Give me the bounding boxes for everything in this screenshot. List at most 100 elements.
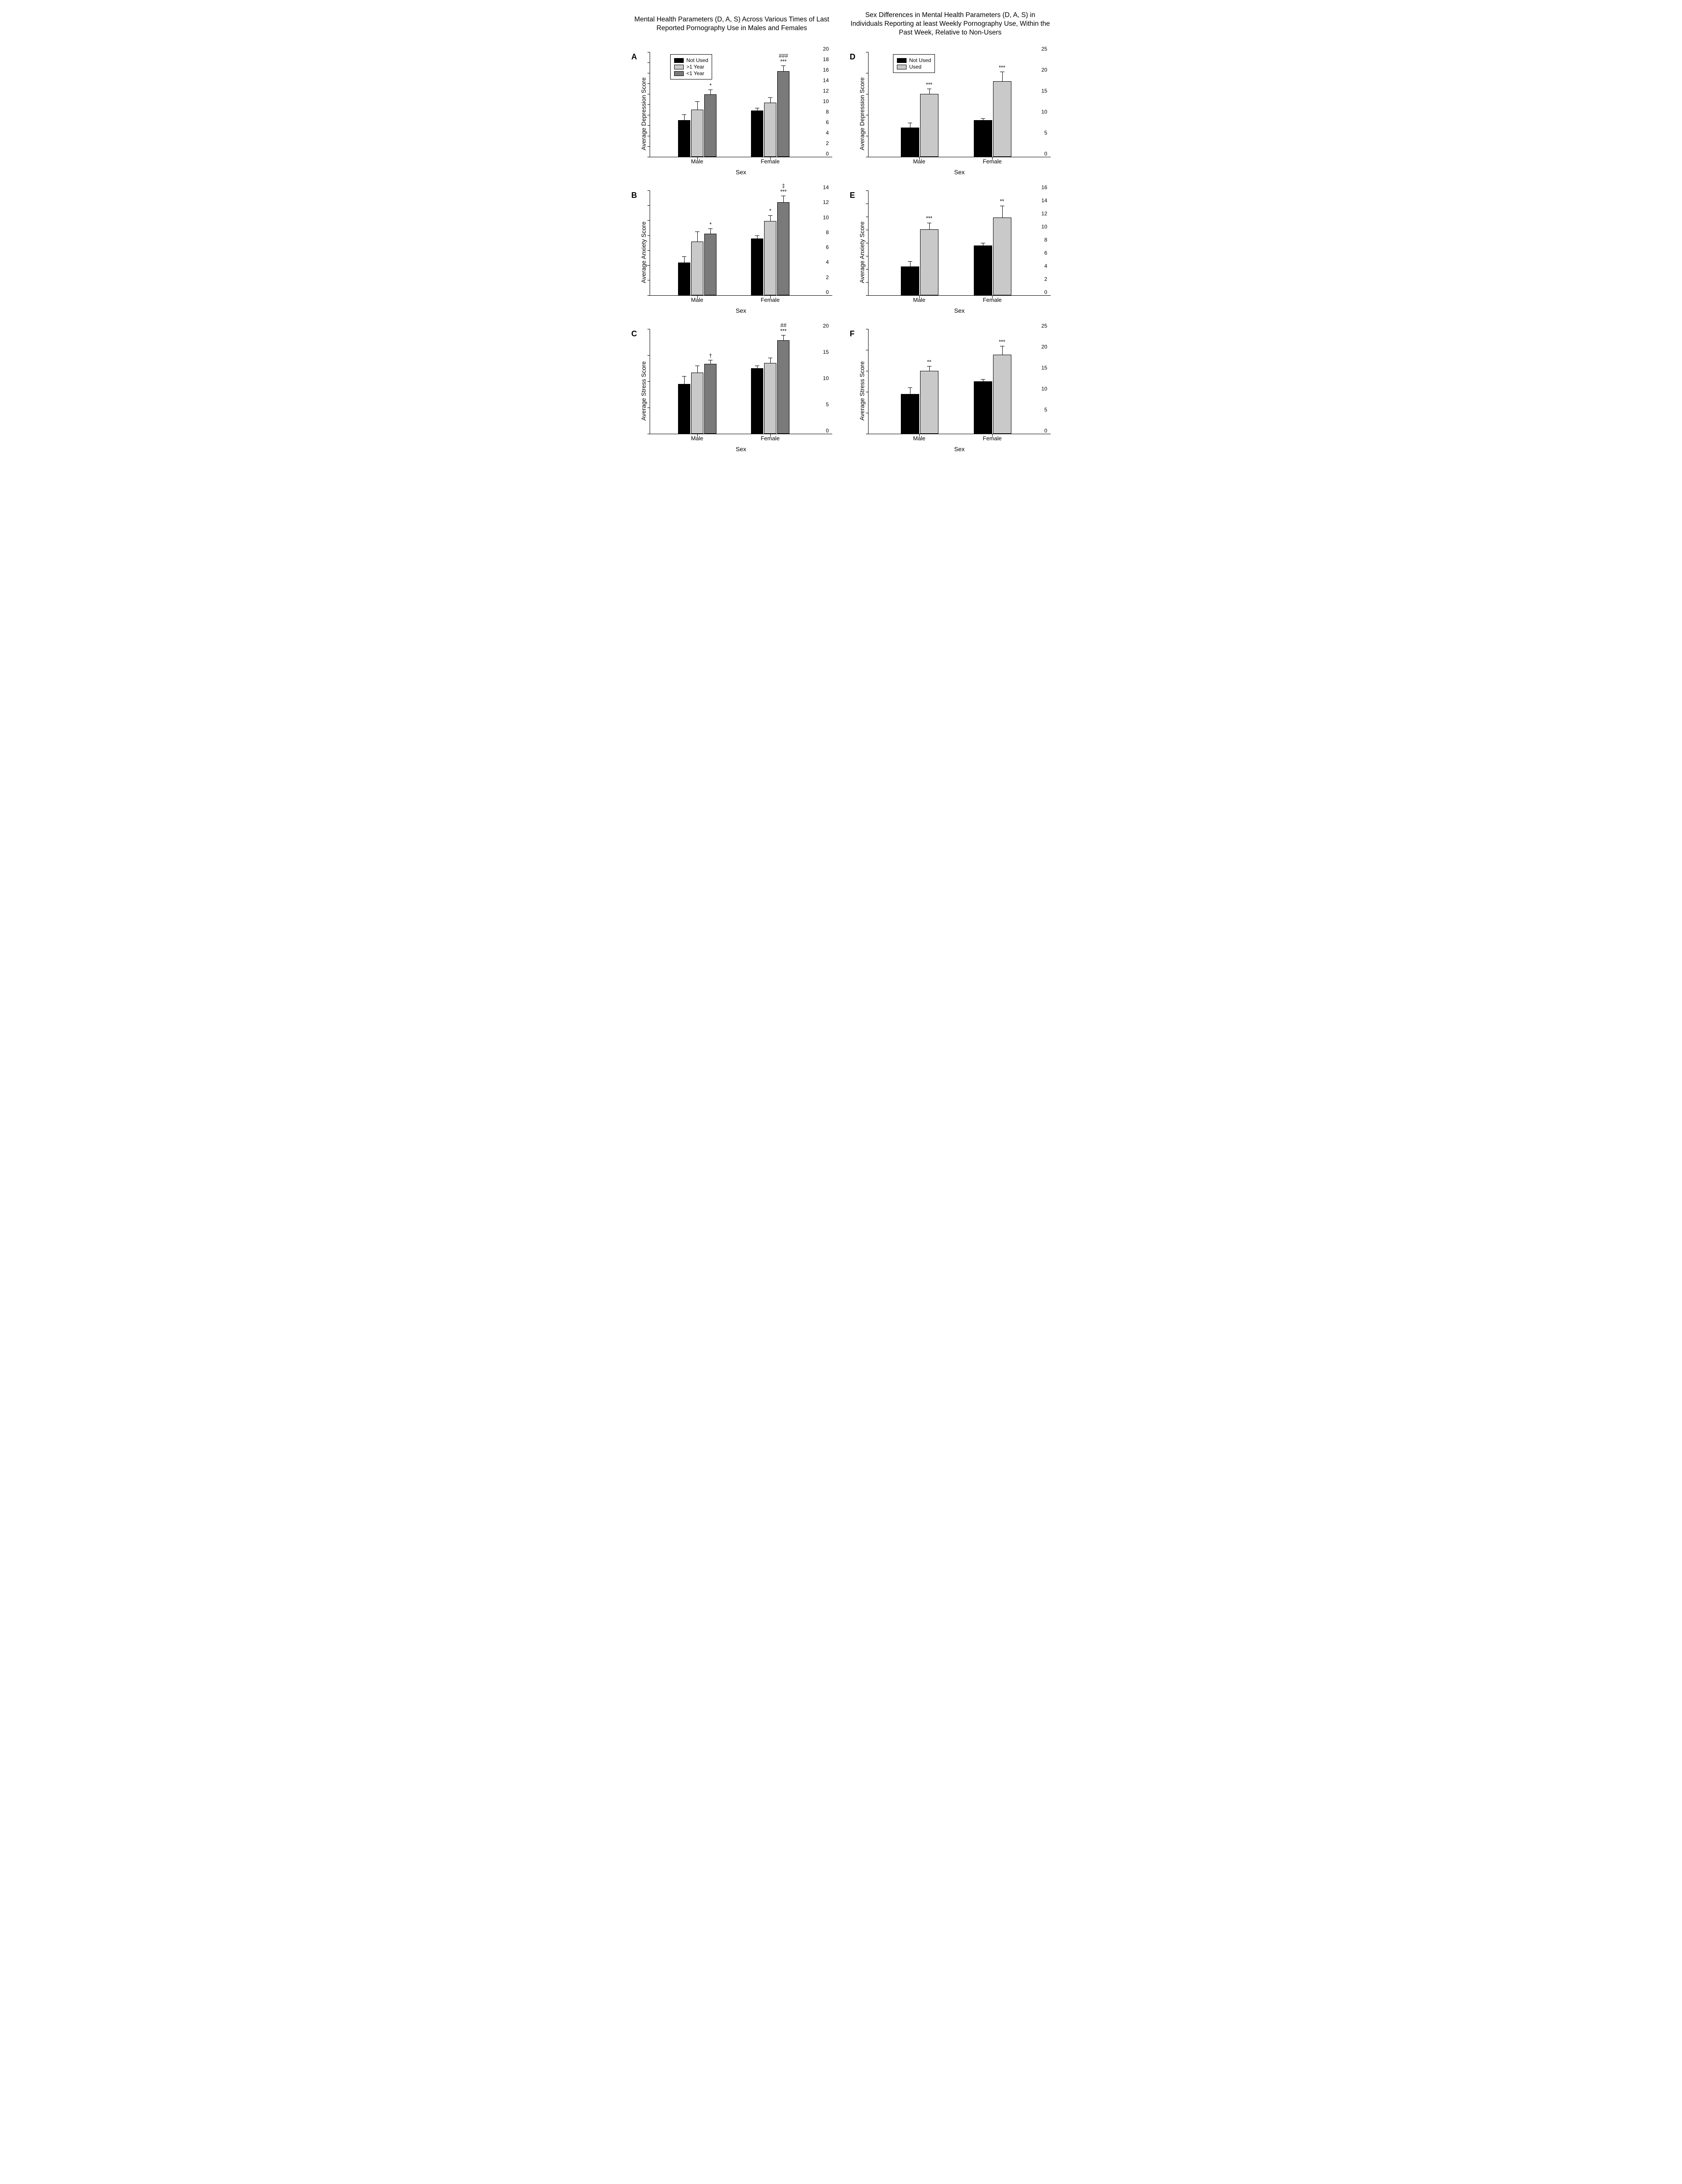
bar-group: †: [678, 364, 716, 434]
bar-group: ***: [901, 94, 938, 157]
x-category-label: Female: [761, 158, 779, 165]
panel-B: BAverage Anxiety Score02468101214**‡***M…: [631, 191, 832, 314]
legend: Not Used>1 Year<1 Year: [670, 54, 712, 79]
panel-letter: A: [631, 52, 637, 62]
panel-letter: D: [850, 52, 855, 62]
panel-D: DAverage Depression Score0510152025Not U…: [850, 52, 1051, 176]
legend-row: Not Used: [897, 57, 931, 63]
right-column: Sex Differences in Mental Health Paramet…: [850, 9, 1051, 468]
legend-row: <1 Year: [674, 70, 708, 76]
significance-marker: **: [927, 359, 931, 365]
left-column-title: Mental Health Parameters (D, A, S) Acros…: [631, 9, 832, 39]
significance-marker: ***: [999, 339, 1005, 345]
plot-and-x: 05101520†##***MaleFemaleSex: [650, 329, 832, 453]
y-axis-label: Average Depression Score: [858, 77, 865, 150]
legend-swatch: [674, 71, 684, 76]
bar-group: ***: [901, 229, 938, 296]
x-axis-label: Sex: [868, 446, 1051, 453]
left-column: Mental Health Parameters (D, A, S) Acros…: [631, 9, 832, 468]
y-tick-label: 25: [1042, 46, 1047, 52]
bar: *: [704, 94, 716, 157]
bar: ##***: [777, 340, 789, 434]
legend-swatch: [897, 65, 907, 69]
bar-group: ***: [974, 355, 1011, 434]
bar: [751, 111, 763, 157]
x-ticks: MaleFemale: [650, 157, 832, 167]
x-category-label: Male: [691, 435, 703, 442]
bar-group: ***: [974, 81, 1011, 157]
plot-area: 0246810121416*****: [868, 191, 1051, 296]
x-category-label: Male: [691, 297, 703, 303]
plot-area: 05101520†##***: [650, 329, 832, 434]
columns: Mental Health Parameters (D, A, S) Acros…: [631, 9, 1051, 468]
bar: [678, 263, 690, 295]
bar: [901, 128, 919, 157]
bar: ***: [993, 355, 1011, 434]
x-category-label: Female: [983, 158, 1002, 165]
y-tick-label: 16: [1042, 184, 1047, 190]
legend-row: Used: [897, 64, 931, 70]
legend-label: Not Used: [909, 57, 931, 63]
significance-marker: ###***: [779, 53, 788, 65]
plot-area: 0510152025Not UsedUsed******: [868, 52, 1051, 157]
plot-and-x: 0510152025*****MaleFemaleSex: [868, 329, 1051, 453]
x-ticks: MaleFemale: [868, 296, 1051, 305]
bar: ***: [920, 229, 938, 296]
legend-swatch: [897, 58, 907, 63]
page: Mental Health Parameters (D, A, S) Acros…: [631, 9, 1051, 468]
bar: [764, 103, 776, 157]
bar: [974, 381, 992, 434]
significance-marker: *: [769, 208, 772, 214]
bar-group: ###***: [751, 71, 789, 157]
plot-area: 02468101214161820Not Used>1 Year<1 Year*…: [650, 52, 832, 157]
x-axis-label: Sex: [650, 169, 832, 176]
bar-group: *: [678, 94, 716, 157]
bar: [751, 238, 763, 295]
chart-wrap: Average Anxiety Score0246810121416*****M…: [858, 191, 1051, 314]
x-category-label: Male: [913, 158, 925, 165]
legend: Not UsedUsed: [893, 54, 935, 73]
bar: [974, 120, 992, 157]
y-axis-label: Average Stress Score: [640, 361, 647, 421]
bar-group: * ‡***: [751, 202, 789, 295]
bar: [691, 110, 703, 157]
bars-region: *****: [869, 329, 1051, 434]
legend-row: Not Used: [674, 57, 708, 63]
chart-wrap: Average Anxiety Score02468101214**‡***Ma…: [640, 191, 832, 314]
x-category-label: Female: [761, 297, 779, 303]
significance-marker: **: [1000, 199, 1004, 204]
bars-region: * * ‡***: [650, 191, 832, 295]
bar: [901, 266, 919, 295]
significance-marker: *: [709, 222, 712, 228]
x-axis-label: Sex: [868, 307, 1051, 314]
panel-A: AAverage Depression Score024681012141618…: [631, 52, 832, 176]
bars-region: † ##***: [650, 329, 832, 434]
significance-marker: ***: [999, 65, 1005, 71]
y-tick-label: 14: [823, 184, 829, 190]
x-ticks: Male Female: [650, 296, 832, 305]
x-ticks: MaleFemale: [868, 434, 1051, 444]
bar: [764, 363, 776, 434]
bar: **: [993, 218, 1011, 296]
legend-label: Used: [909, 64, 921, 70]
bar: ###***: [777, 71, 789, 157]
bar: [901, 394, 919, 434]
plot-and-x: 02468101214161820Not Used>1 Year<1 Year*…: [650, 52, 832, 176]
significance-marker: ‡***: [780, 183, 787, 195]
bar-group: ##***: [751, 340, 789, 434]
panel-letter: E: [850, 191, 855, 200]
bar: †: [704, 364, 716, 434]
significance-marker: *: [709, 83, 712, 89]
chart-wrap: Average Stress Score05101520†##***MaleFe…: [640, 329, 832, 453]
panel-letter: B: [631, 191, 637, 200]
panel-C: CAverage Stress Score05101520†##***MaleF…: [631, 329, 832, 453]
panel-E: EAverage Anxiety Score0246810121416*****…: [850, 191, 1051, 314]
y-axis-label: Average Stress Score: [858, 361, 865, 421]
legend-row: >1 Year: [674, 64, 708, 70]
x-category-label: Female: [983, 297, 1002, 303]
y-tick-label: 25: [1042, 323, 1047, 329]
chart-wrap: Average Depression Score0510152025Not Us…: [858, 52, 1051, 176]
plot-area: 02468101214**‡***: [650, 191, 832, 296]
legend-label: >1 Year: [686, 64, 704, 70]
bar: ‡***: [777, 202, 789, 295]
